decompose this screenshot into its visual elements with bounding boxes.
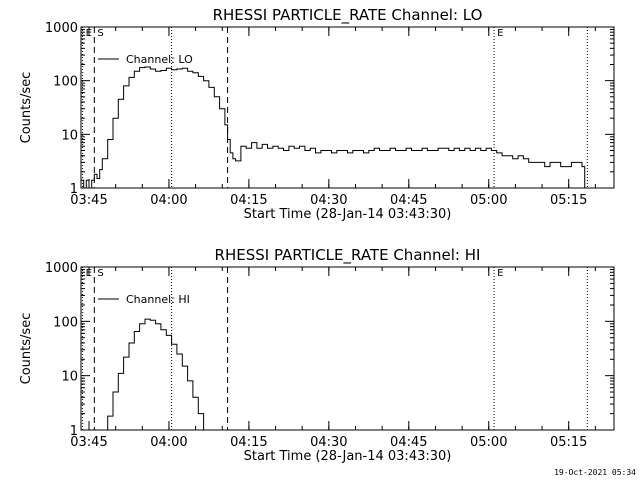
y-tick-label: 1 (70, 182, 78, 197)
x-tick-label: 04:45 (390, 193, 427, 208)
marker-label: E (86, 268, 92, 279)
plot-frame (80, 26, 615, 189)
marker-label: S (97, 28, 103, 39)
y-tick-label: 10 (61, 370, 78, 385)
x-axis-label: Start Time (28-Jan-14 03:43:30) (244, 449, 452, 464)
x-tick-label: 05:00 (470, 193, 507, 208)
footer-timestamp: 19-Oct-2021 05:34 (554, 468, 636, 477)
y-axis-label: Counts/sec (19, 72, 34, 144)
x-tick-label: 04:45 (390, 435, 427, 450)
x-tick-label: 05:15 (550, 193, 587, 208)
x-tick-label: 04:00 (150, 435, 187, 450)
x-tick-label: 04:00 (150, 193, 187, 208)
y-tick-label: 1 (70, 424, 78, 439)
marker-label: E (86, 28, 92, 39)
y-axis-label: Counts/sec (19, 313, 34, 385)
chart-title: RHESSI PARTICLE_RATE Channel: LO (213, 6, 483, 25)
y-tick-label: 100 (53, 315, 78, 330)
chart-title: RHESSI PARTICLE_RATE Channel: HI (215, 246, 481, 265)
x-tick-label: 04:15 (230, 435, 267, 450)
legend-label: Channel: HI (126, 293, 190, 306)
plot-frame (80, 266, 615, 431)
x-tick-label: 05:15 (550, 435, 587, 450)
legend-label: Channel: LO (126, 53, 193, 66)
x-tick-label: 04:30 (310, 435, 347, 450)
x-axis-label: Start Time (28-Jan-14 03:43:30) (244, 207, 452, 222)
series-line-0 (105, 318, 205, 431)
x-tick-label: 04:15 (230, 193, 267, 208)
x-tick-label: 03:45 (70, 435, 107, 450)
x-tick-label: 04:30 (310, 193, 347, 208)
marker-label: E (497, 28, 503, 39)
marker-label: E (497, 268, 503, 279)
x-tick-label: 05:00 (470, 435, 507, 450)
x-tick-label: 03:45 (70, 193, 107, 208)
y-tick-label: 1000 (45, 21, 78, 36)
marker-label: S (97, 268, 103, 279)
series-line-0 (81, 66, 586, 189)
y-tick-label: 10 (61, 128, 78, 143)
y-tick-label: 100 (53, 75, 78, 90)
y-tick-label: 1000 (45, 261, 78, 276)
